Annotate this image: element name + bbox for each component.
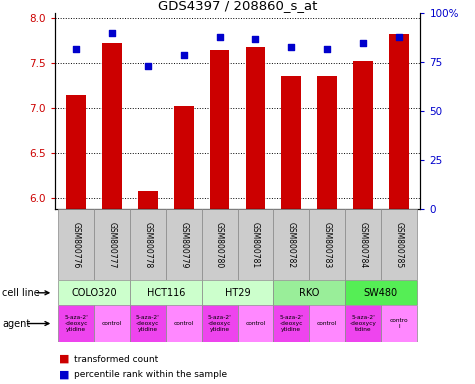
Text: percentile rank within the sample: percentile rank within the sample: [74, 370, 227, 379]
Text: RKO: RKO: [299, 288, 319, 298]
Text: control: control: [245, 321, 266, 326]
Point: [108, 30, 116, 36]
FancyBboxPatch shape: [58, 209, 94, 280]
Bar: [246, 47, 266, 209]
Point: [323, 46, 331, 52]
Text: control: control: [102, 321, 122, 326]
FancyBboxPatch shape: [166, 305, 202, 342]
Text: ■: ■: [59, 354, 70, 364]
FancyBboxPatch shape: [309, 209, 345, 280]
Text: HT29: HT29: [225, 288, 250, 298]
FancyBboxPatch shape: [130, 305, 166, 342]
FancyBboxPatch shape: [202, 209, 238, 280]
FancyBboxPatch shape: [345, 280, 417, 305]
FancyBboxPatch shape: [345, 209, 381, 280]
Bar: [281, 76, 301, 209]
Text: GSM800785: GSM800785: [394, 222, 403, 268]
Point: [180, 51, 188, 58]
Text: GSM800780: GSM800780: [215, 222, 224, 268]
Bar: [209, 50, 229, 209]
Bar: [138, 191, 158, 209]
Bar: [174, 106, 194, 209]
Text: 5-aza-2'
-deoxyc
ytidine: 5-aza-2' -deoxyc ytidine: [136, 315, 160, 332]
Text: contro
l: contro l: [390, 318, 408, 329]
FancyBboxPatch shape: [94, 209, 130, 280]
Bar: [66, 95, 86, 209]
Bar: [353, 61, 373, 209]
Point: [72, 46, 80, 52]
Text: GSM800783: GSM800783: [323, 222, 332, 268]
FancyBboxPatch shape: [130, 280, 202, 305]
Point: [395, 34, 403, 40]
FancyBboxPatch shape: [202, 305, 238, 342]
FancyBboxPatch shape: [273, 305, 309, 342]
Point: [144, 63, 152, 70]
FancyBboxPatch shape: [273, 209, 309, 280]
Text: cell line: cell line: [2, 288, 40, 298]
FancyBboxPatch shape: [238, 209, 273, 280]
Text: agent: agent: [2, 318, 30, 329]
FancyBboxPatch shape: [345, 305, 381, 342]
Text: ■: ■: [59, 369, 70, 379]
Text: 5-aza-2'
-deoxyc
ytidine: 5-aza-2' -deoxyc ytidine: [208, 315, 231, 332]
Text: control: control: [317, 321, 337, 326]
Text: GSM800784: GSM800784: [359, 222, 368, 268]
Point: [252, 36, 259, 42]
FancyBboxPatch shape: [94, 305, 130, 342]
Text: SW480: SW480: [364, 288, 398, 298]
Text: COLO320: COLO320: [71, 288, 117, 298]
Text: transformed count: transformed count: [74, 354, 158, 364]
FancyBboxPatch shape: [202, 280, 273, 305]
Bar: [389, 34, 408, 209]
FancyBboxPatch shape: [58, 280, 130, 305]
FancyBboxPatch shape: [273, 280, 345, 305]
Text: 5-aza-2'
-deoxycy
tidine: 5-aza-2' -deoxycy tidine: [350, 315, 377, 332]
FancyBboxPatch shape: [238, 305, 273, 342]
Text: GSM800779: GSM800779: [179, 222, 188, 268]
Bar: [102, 43, 122, 209]
Bar: [317, 76, 337, 209]
Title: GDS4397 / 208860_s_at: GDS4397 / 208860_s_at: [158, 0, 317, 12]
Text: 5-aza-2'
-deoxyc
ytidine: 5-aza-2' -deoxyc ytidine: [64, 315, 88, 332]
FancyBboxPatch shape: [130, 209, 166, 280]
Text: GSM800782: GSM800782: [287, 222, 296, 268]
FancyBboxPatch shape: [381, 305, 417, 342]
Text: GSM800777: GSM800777: [107, 222, 116, 268]
Text: GSM800778: GSM800778: [143, 222, 152, 268]
Point: [216, 34, 223, 40]
Point: [359, 40, 367, 46]
Text: control: control: [173, 321, 194, 326]
FancyBboxPatch shape: [309, 305, 345, 342]
FancyBboxPatch shape: [58, 305, 94, 342]
FancyBboxPatch shape: [381, 209, 417, 280]
Point: [287, 44, 295, 50]
Text: GSM800776: GSM800776: [72, 222, 81, 268]
Text: GSM800781: GSM800781: [251, 222, 260, 268]
FancyBboxPatch shape: [166, 209, 202, 280]
Text: HCT116: HCT116: [147, 288, 185, 298]
Text: 5-aza-2'
-deoxyc
ytidine: 5-aza-2' -deoxyc ytidine: [279, 315, 303, 332]
